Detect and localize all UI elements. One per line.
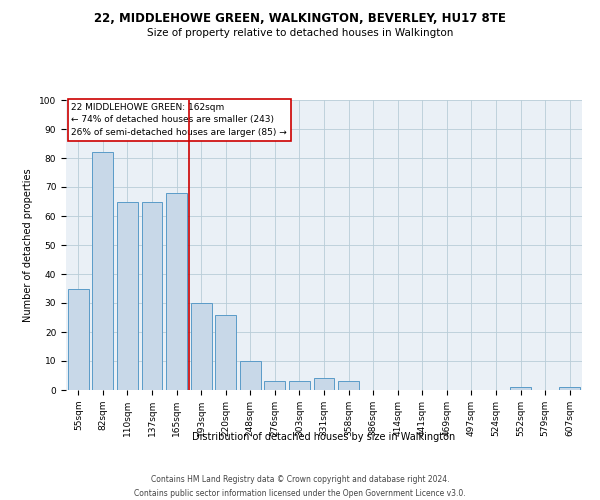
Text: Size of property relative to detached houses in Walkington: Size of property relative to detached ho… [147,28,453,38]
Text: 22, MIDDLEHOWE GREEN, WALKINGTON, BEVERLEY, HU17 8TE: 22, MIDDLEHOWE GREEN, WALKINGTON, BEVERL… [94,12,506,26]
Bar [117,202,138,390]
Bar [510,387,531,390]
Text: Contains HM Land Registry data © Crown copyright and database right 2024.
Contai: Contains HM Land Registry data © Crown c… [134,476,466,498]
Bar [338,382,359,390]
Bar [215,314,236,390]
Bar [166,193,187,390]
Y-axis label: Number of detached properties: Number of detached properties [23,168,34,322]
Bar [92,152,113,390]
Bar [559,387,580,390]
Bar [68,288,89,390]
Bar [265,382,286,390]
Text: Distribution of detached houses by size in Walkington: Distribution of detached houses by size … [193,432,455,442]
Bar [314,378,334,390]
Bar [240,361,261,390]
Text: 22 MIDDLEHOWE GREEN: 162sqm
← 74% of detached houses are smaller (243)
26% of se: 22 MIDDLEHOWE GREEN: 162sqm ← 74% of det… [71,103,287,137]
Bar [142,202,163,390]
Bar [289,382,310,390]
Bar [191,303,212,390]
